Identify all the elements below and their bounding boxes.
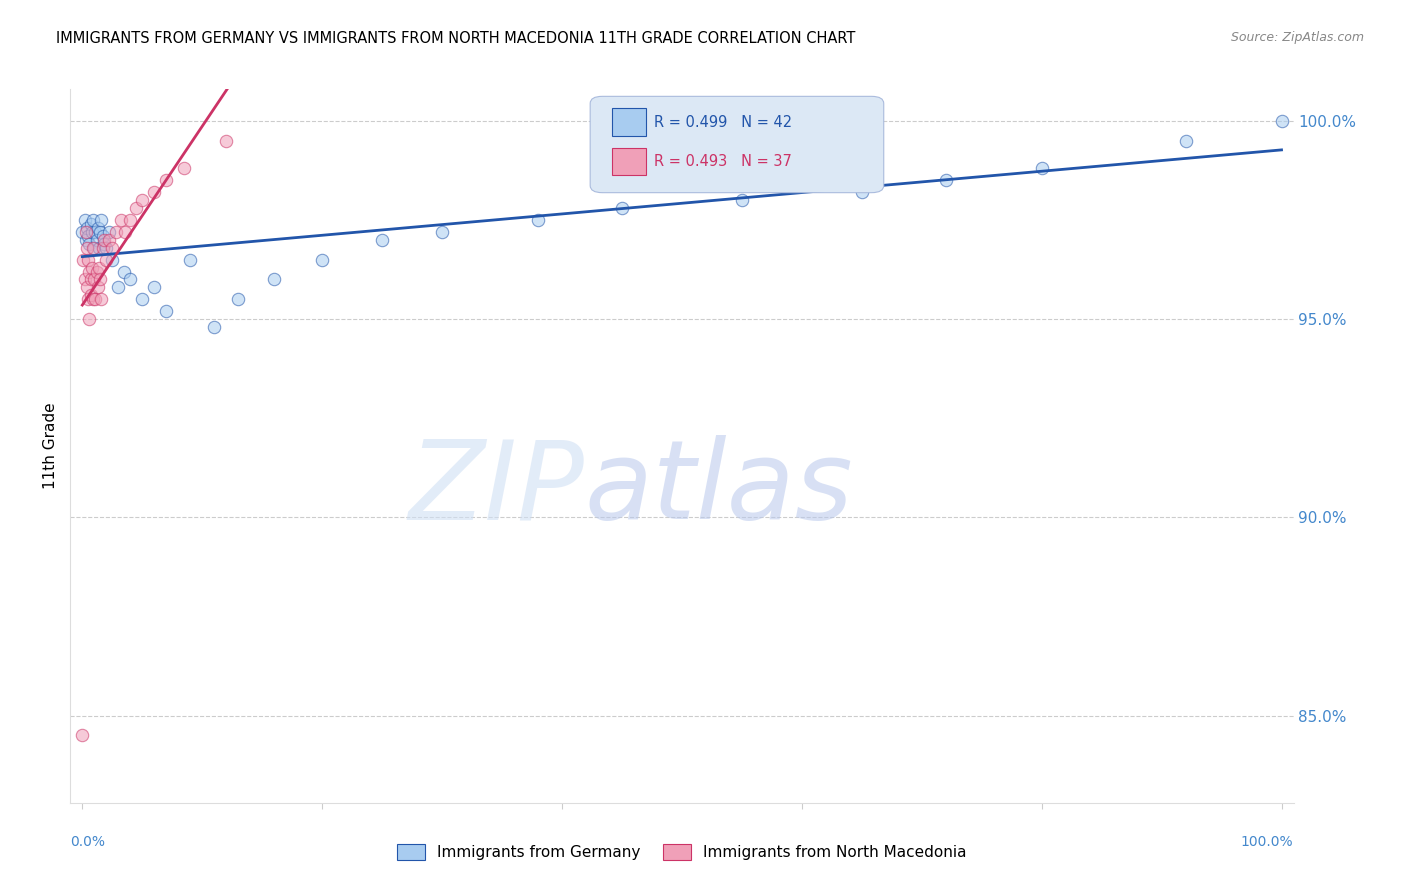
Point bbox=[91, 228, 114, 243]
Point bbox=[202, 320, 225, 334]
Point bbox=[226, 293, 249, 307]
Point bbox=[79, 236, 101, 251]
Point bbox=[79, 312, 101, 326]
Point bbox=[72, 252, 94, 267]
Text: Source: ZipAtlas.com: Source: ZipAtlas.com bbox=[1230, 31, 1364, 45]
Point bbox=[110, 213, 132, 227]
Point bbox=[90, 293, 112, 307]
Point bbox=[87, 280, 110, 294]
Point bbox=[96, 252, 118, 267]
Point bbox=[89, 272, 111, 286]
Point bbox=[77, 293, 100, 307]
Point bbox=[935, 173, 957, 187]
Point bbox=[125, 201, 148, 215]
Point bbox=[76, 221, 98, 235]
FancyBboxPatch shape bbox=[612, 109, 647, 136]
Point bbox=[80, 260, 103, 275]
Point bbox=[79, 264, 101, 278]
Point bbox=[97, 225, 120, 239]
Point bbox=[114, 225, 136, 239]
Point bbox=[112, 264, 135, 278]
Text: 100.0%: 100.0% bbox=[1241, 835, 1294, 849]
Point bbox=[86, 264, 108, 278]
Point bbox=[86, 233, 108, 247]
Point bbox=[73, 213, 96, 227]
Text: 0.0%: 0.0% bbox=[70, 835, 105, 849]
Point bbox=[82, 293, 104, 307]
Point bbox=[83, 272, 105, 286]
Point bbox=[155, 173, 177, 187]
Text: atlas: atlas bbox=[583, 435, 852, 542]
Point bbox=[84, 225, 107, 239]
Point bbox=[851, 186, 873, 200]
Point bbox=[82, 213, 104, 227]
Point bbox=[84, 293, 107, 307]
Point bbox=[77, 228, 100, 243]
Point bbox=[93, 236, 115, 251]
Point bbox=[173, 161, 195, 176]
Point bbox=[1174, 134, 1197, 148]
Point bbox=[77, 252, 100, 267]
Point bbox=[371, 233, 394, 247]
Point bbox=[82, 241, 104, 255]
Point bbox=[120, 272, 142, 286]
Point bbox=[120, 213, 142, 227]
Point bbox=[90, 213, 112, 227]
Point bbox=[179, 252, 201, 267]
Point bbox=[75, 233, 97, 247]
Point bbox=[76, 280, 98, 294]
Point bbox=[527, 213, 550, 227]
Point bbox=[430, 225, 453, 239]
Text: ZIP: ZIP bbox=[408, 435, 583, 542]
Point bbox=[143, 280, 166, 294]
Point bbox=[215, 134, 238, 148]
Point bbox=[311, 252, 333, 267]
Point bbox=[1031, 161, 1053, 176]
Point bbox=[155, 304, 177, 318]
Point bbox=[107, 280, 129, 294]
Point bbox=[72, 728, 94, 742]
FancyBboxPatch shape bbox=[612, 148, 647, 175]
Point bbox=[75, 225, 97, 239]
Point bbox=[101, 241, 124, 255]
Point bbox=[263, 272, 285, 286]
Point bbox=[87, 221, 110, 235]
FancyBboxPatch shape bbox=[591, 96, 884, 193]
Point bbox=[80, 225, 103, 239]
Point bbox=[83, 241, 105, 255]
Point bbox=[93, 233, 115, 247]
Text: R = 0.493   N = 37: R = 0.493 N = 37 bbox=[654, 153, 792, 169]
Point bbox=[131, 193, 153, 207]
Point bbox=[87, 260, 110, 275]
Text: R = 0.499   N = 42: R = 0.499 N = 42 bbox=[654, 114, 792, 129]
Point bbox=[80, 288, 103, 302]
Point bbox=[97, 233, 120, 247]
Point bbox=[104, 225, 127, 239]
Point bbox=[87, 241, 110, 255]
Point bbox=[131, 293, 153, 307]
Point bbox=[80, 272, 103, 286]
Point bbox=[72, 225, 94, 239]
Point bbox=[80, 217, 103, 231]
Point bbox=[101, 252, 124, 267]
Point bbox=[89, 225, 111, 239]
Point bbox=[1270, 114, 1292, 128]
Text: IMMIGRANTS FROM GERMANY VS IMMIGRANTS FROM NORTH MACEDONIA 11TH GRADE CORRELATIO: IMMIGRANTS FROM GERMANY VS IMMIGRANTS FR… bbox=[56, 31, 856, 46]
Point bbox=[73, 272, 96, 286]
Point bbox=[76, 241, 98, 255]
Point bbox=[731, 193, 754, 207]
Point bbox=[91, 241, 114, 255]
Point bbox=[143, 186, 166, 200]
Point bbox=[610, 201, 633, 215]
Y-axis label: 11th Grade: 11th Grade bbox=[44, 402, 59, 490]
Legend: Immigrants from Germany, Immigrants from North Macedonia: Immigrants from Germany, Immigrants from… bbox=[391, 838, 973, 866]
Point bbox=[96, 241, 118, 255]
